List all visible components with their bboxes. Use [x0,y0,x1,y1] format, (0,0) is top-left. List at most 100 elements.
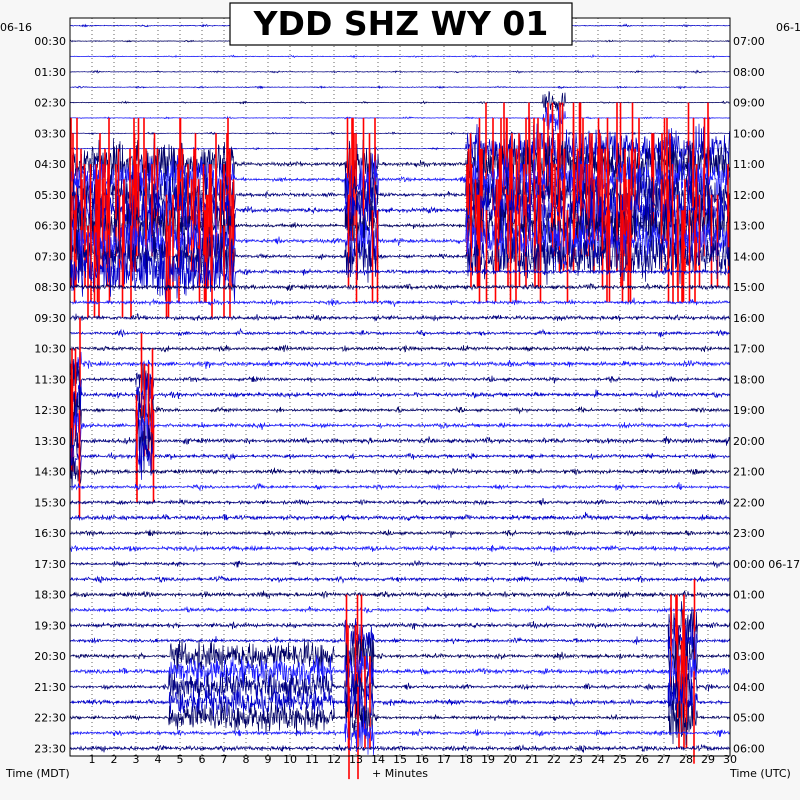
x-tick-label: 18 [459,753,473,766]
right-axis-label: Time (UTC) [729,767,791,780]
trace-34 [69,544,731,553]
trace-44 [69,676,731,723]
trace-33 [69,529,731,538]
x-tick-label: 14 [371,753,385,766]
left-time-label: 17:30 [34,558,66,571]
right-time-label: 14:00 [733,250,765,263]
trace-22 [69,345,731,380]
trace-4 [69,84,731,90]
trace-31 [69,497,731,506]
trace-41 [69,630,731,687]
x-tick-label: 26 [635,753,649,766]
left-time-label: 06:30 [34,220,66,233]
trace-25 [69,389,731,431]
x-tick-label: 27 [657,753,671,766]
left-time-label: 12:30 [34,404,66,417]
right-date-label: 06-1 [776,21,800,34]
left-time-label: 16:30 [34,527,66,540]
trace-12 [69,177,731,242]
trace-18 [69,297,731,307]
trace-19 [69,312,731,322]
trace-26 [69,400,731,457]
x-tick-label: 22 [547,753,561,766]
x-tick-label: 25 [613,753,627,766]
left-time-label: 10:30 [34,343,66,356]
trace-37 [69,590,731,600]
left-time-label: 07:30 [34,250,66,263]
left-time-label: 03:30 [34,127,66,140]
x-tick-label: 28 [679,753,693,766]
left-time-label: 02:30 [34,97,66,110]
trace-20 [69,327,731,338]
left-time-label: 23:30 [34,742,66,755]
left-time-label: 18:30 [34,589,66,602]
trace-21 [69,344,731,353]
x-tick-label: 21 [525,753,539,766]
x-tick-label: 29 [701,753,715,766]
x-tick-label: 1 [89,753,96,766]
trace-28 [69,439,731,480]
x-tick-label: 7 [221,753,228,766]
trace-14 [69,211,731,272]
x-tick-label: 17 [437,753,451,766]
left-time-label: 21:30 [34,681,66,694]
right-time-label: 06:00 [733,742,765,755]
right-time-label: 03:00 [733,650,765,663]
x-tick-label: 30 [723,753,737,766]
trace-43 [69,663,731,714]
left-time-label: 04:30 [34,158,66,171]
x-tick-label: 11 [305,753,319,766]
right-time-label: 10:00 [733,127,765,140]
left-time-label: 01:30 [34,66,66,79]
left-time-label: 13:30 [34,435,66,448]
x-tick-label: 10 [283,753,297,766]
left-time-label: 11:30 [34,373,66,386]
x-tick-label: 24 [591,753,605,766]
trace-35 [69,560,731,569]
right-time-label: 22:00 [733,496,765,509]
right-time-label: 09:00 [733,97,765,110]
left-time-label: 00:30 [34,35,66,48]
chart-title: YDD SHZ WY 01 [253,4,549,43]
left-time-label: 08:30 [34,281,66,294]
trace-32 [69,511,731,522]
trace-40 [69,613,731,671]
left-axis-label: Time (MDT) [5,767,70,780]
right-time-label: 21:00 [733,466,765,479]
trace-23 [69,352,731,397]
x-tick-label: 13 [349,753,363,766]
seismogram-traces [69,23,731,780]
clipped-trace-46 [348,686,359,780]
trace-29 [69,455,731,491]
right-time-label: 23:00 [733,527,765,540]
trace-39 [69,601,731,656]
right-time-label: 05:00 [733,712,765,725]
right-time-label: 11:00 [733,158,765,171]
clipped-trace-16 [87,225,231,318]
trace-13 [69,192,731,257]
x-tick-label: 3 [133,753,140,766]
right-time-label: 17:00 [733,343,765,356]
right-time-label: 19:00 [733,404,765,417]
x-tick-label: 16 [415,753,429,766]
right-time-label: 20:00 [733,435,765,448]
left-time-label: 20:30 [34,650,66,663]
x-tick-label: 5 [177,753,184,766]
right-time-label: 04:00 [733,681,765,694]
x-tick-label: 20 [503,753,517,766]
trace-17 [69,282,731,292]
x-tick-label: 19 [481,753,495,766]
trace-2 [69,53,731,59]
right-time-label: 13:00 [733,220,765,233]
left-time-label: 14:30 [34,466,66,479]
trace-47 [69,744,731,753]
left-time-label: 19:30 [34,619,66,632]
left-time-label: 15:30 [34,496,66,509]
x-tick-label: 23 [569,753,583,766]
right-time-label: 07:00 [733,35,765,48]
right-time-labels: 07:00 08:00 09:00 10:00 11:00 12:00 13:00 14:00… [733,35,800,755]
x-tick-label: 9 [265,753,272,766]
x-tick-label: 12 [327,753,341,766]
trace-10 [69,150,731,210]
